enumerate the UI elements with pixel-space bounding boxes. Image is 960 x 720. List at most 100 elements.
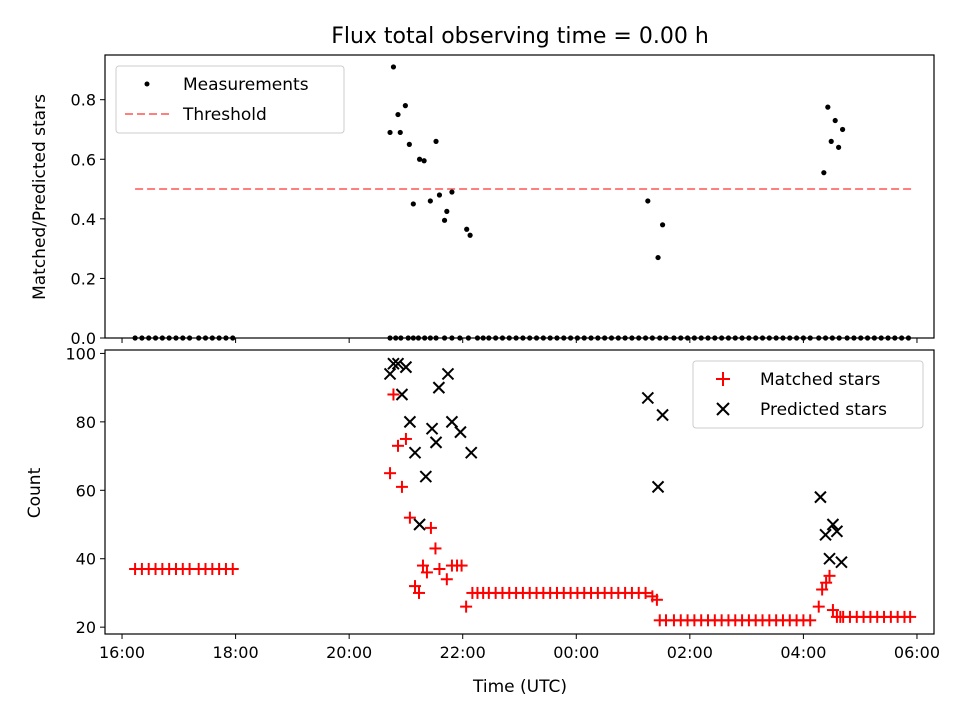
measurement-point (457, 335, 463, 341)
measurement-point (899, 335, 905, 341)
measurement-point (474, 335, 481, 341)
legend-measurements-label: Measurements (183, 75, 309, 95)
measurement-point (602, 335, 608, 341)
top-legend: Measurements Threshold (115, 65, 345, 134)
predicted-point (441, 367, 455, 381)
measurement-point (416, 156, 423, 162)
bottom-x-tick-label: 20:00 (326, 643, 372, 662)
bottom-x-ticks: 16:00 18:00 20:00 22:00 00:00 02:00 04:00 06:00 (99, 634, 940, 662)
matched-point (226, 562, 239, 575)
measurement-point (871, 335, 877, 341)
measurement-point (410, 335, 416, 341)
measurement-point (705, 335, 711, 341)
top-legend-box (115, 65, 345, 134)
measurement-point (395, 111, 401, 118)
predicted-point (391, 357, 405, 370)
measurement-point (216, 335, 222, 341)
legend-predicted-label: Predicted stars (760, 400, 887, 420)
predicted-point (395, 388, 409, 401)
measurement-point (828, 138, 834, 144)
measurement-point (574, 335, 581, 341)
measurement-point (166, 335, 172, 341)
measurement-point (427, 335, 433, 341)
measurement-point (397, 129, 403, 136)
measurement-point (561, 335, 567, 341)
measurement-point (629, 335, 635, 341)
measurement-point (196, 335, 202, 341)
measurement-point (146, 335, 152, 341)
predicted-point (445, 415, 459, 429)
measurement-point (444, 208, 450, 214)
legend-threshold-label: Threshold (182, 105, 267, 125)
predicted-point (432, 381, 446, 394)
matched-point (455, 559, 468, 572)
predicted-point (656, 408, 669, 422)
measurement-point (858, 335, 864, 341)
matched-point (416, 559, 429, 572)
measurement-point (732, 335, 738, 341)
bottom-y-ticks: 20 40 60 80 100 (65, 344, 105, 637)
measurement-point (415, 335, 422, 341)
predicted-point (819, 528, 832, 541)
bottom-x-tick-label: 02:00 (667, 643, 713, 662)
bottom-plot-frame (104, 349, 935, 635)
measurement-point (659, 222, 666, 228)
measurement-point (759, 335, 766, 341)
measurement-point (467, 232, 473, 238)
matched-point (412, 586, 425, 599)
measurement-point (836, 144, 842, 150)
matched-point (384, 467, 397, 480)
measurement-point (878, 335, 884, 341)
measurement-point (719, 335, 725, 341)
measurement-point (832, 117, 838, 124)
measurement-point (595, 335, 601, 341)
measurement-point (793, 335, 800, 341)
predicted-point (823, 552, 836, 565)
measurement-point (410, 201, 416, 207)
measurement-point (422, 335, 428, 341)
measurement-point (678, 335, 684, 341)
measurement-point (405, 335, 411, 341)
top-y-tick-label: 0.0 (71, 329, 96, 348)
measurement-point (486, 335, 492, 341)
bottom-y-tick-label: 40 (76, 550, 96, 569)
measurement-point (712, 335, 718, 341)
measurement-point (449, 335, 455, 341)
matched-point (639, 586, 652, 599)
bottom-xlabel: Time (UTC) (472, 677, 567, 697)
matched-point (424, 521, 437, 534)
measurement-point (520, 335, 526, 341)
measurement-point (209, 335, 215, 341)
matched-point (823, 569, 836, 582)
bottom-y-tick-label: 60 (76, 481, 96, 500)
measurement-point (480, 335, 486, 341)
measurement-point (588, 335, 594, 341)
matched-point (816, 583, 829, 596)
matched-point (387, 388, 400, 401)
measurement-point (780, 335, 786, 341)
measurement-point (139, 335, 145, 341)
measurement-point (464, 226, 470, 232)
measurement-point (547, 335, 553, 341)
matched-point (650, 593, 663, 606)
predicted-point (425, 422, 439, 435)
predicted-point (651, 480, 665, 494)
bottom-axes: 20 40 60 80 100 16:00 18:00 20:00 22:00 00:00 02:… (25, 344, 940, 697)
matched-point (904, 610, 917, 623)
bottom-y-tick-label: 100 (65, 344, 96, 363)
measurement-point (671, 335, 677, 341)
measurement-point (766, 335, 772, 341)
predicted-point (465, 446, 478, 459)
measurement-point (844, 335, 850, 341)
matched-point (391, 439, 404, 452)
matched-point (820, 576, 833, 589)
measurement-point (406, 141, 412, 147)
predicted-point (387, 357, 400, 370)
measurement-point (180, 335, 186, 341)
measurement-point (441, 217, 448, 223)
matched-point (826, 604, 839, 617)
measurement-point (433, 138, 439, 144)
bottom-x-tick-label: 00:00 (553, 643, 599, 662)
predicted-point (454, 425, 467, 439)
bottom-x-tick-label: 04:00 (780, 643, 826, 662)
